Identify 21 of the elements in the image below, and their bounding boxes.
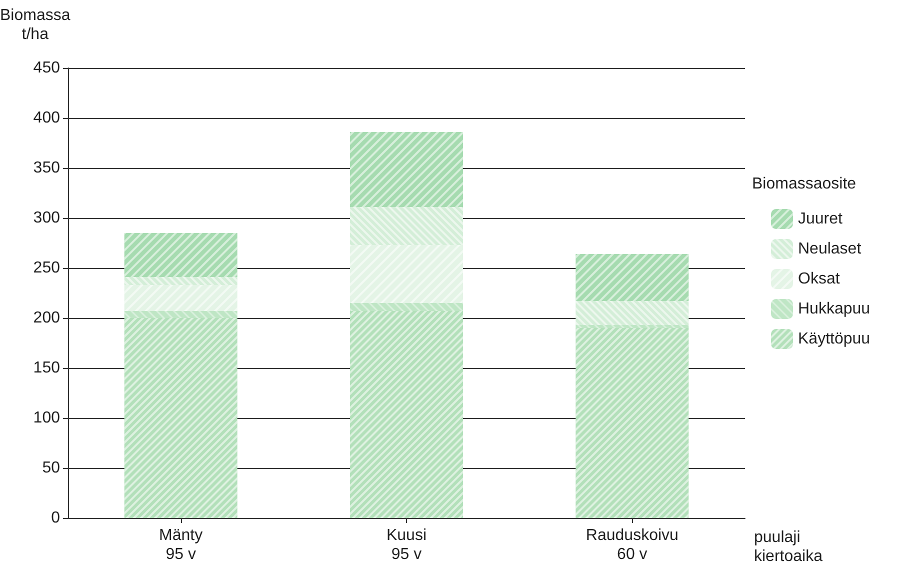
x-axis-title: puulaji kiertoaika: [754, 529, 823, 565]
y-tick-label: 350: [33, 160, 60, 176]
legend-label: Hukkapuu: [798, 300, 870, 318]
legend-label: Neulaset: [798, 240, 862, 258]
y-axis-title: Biomassa t/ha: [0, 7, 70, 43]
y-tick-label: 250: [33, 260, 60, 276]
y-tick-label: 100: [33, 410, 60, 426]
legend-title: Biomassaosite: [752, 176, 856, 192]
legend-label: Käyttöpuu: [798, 330, 870, 348]
legend-label: Juuret: [798, 210, 844, 228]
y-tick-label: 400: [33, 110, 60, 126]
legend-label: Oksat: [798, 270, 840, 288]
y-tick-label: 200: [33, 310, 60, 326]
y-tick-label: 300: [33, 210, 60, 226]
x-tick-label: Kuusi 95 v: [386, 527, 427, 563]
y-tick-label: 0: [51, 510, 60, 526]
y-tick-label: 50: [42, 460, 60, 476]
x-tick-label: Mänty 95 v: [159, 527, 203, 563]
y-tick-label: 150: [33, 360, 60, 376]
x-tick-label: Rauduskoivu 60 v: [586, 527, 678, 563]
y-tick-label: 450: [33, 60, 60, 76]
